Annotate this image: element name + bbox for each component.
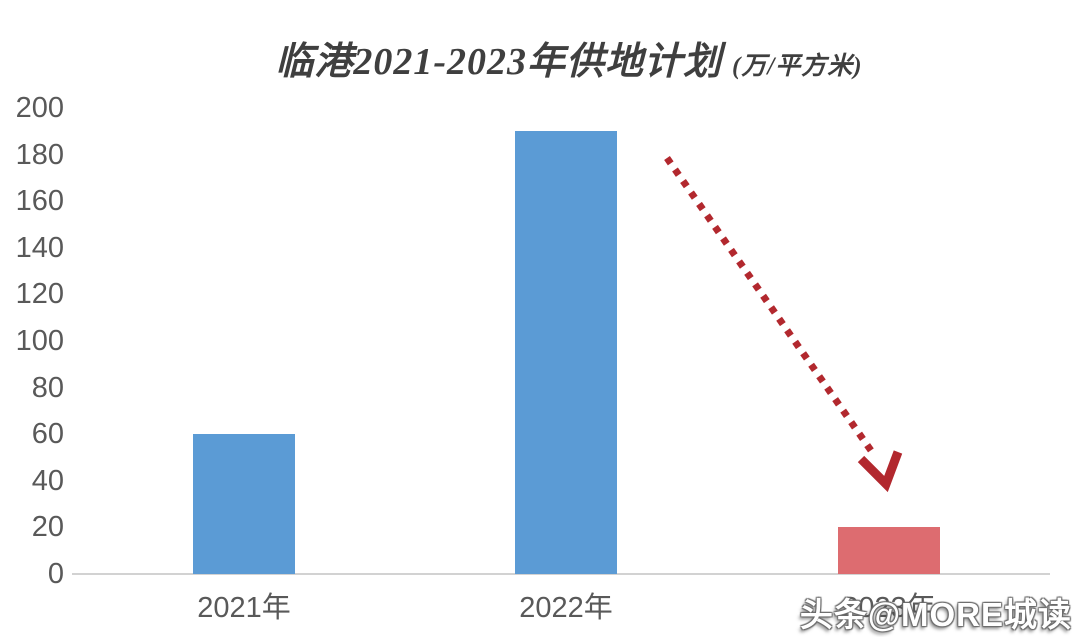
y-tick-180: 180 xyxy=(15,138,64,171)
x-label-2022年: 2022年 xyxy=(519,592,613,624)
y-tick-200: 200 xyxy=(15,92,64,124)
y-tick-80: 80 xyxy=(31,371,64,404)
x-label-2021年: 2021年 xyxy=(197,592,291,624)
x-axis-line xyxy=(72,573,1050,575)
chart-title-text: 临港2021-2023年供地计划 xyxy=(275,41,723,83)
y-tick-20: 20 xyxy=(31,511,64,544)
bar-2023年 xyxy=(838,527,940,574)
watermark: 头条@MORE城读 xyxy=(799,596,1072,633)
y-tick-0: 0 xyxy=(47,558,64,590)
chart-title-unit: (万/平方米) xyxy=(732,53,863,80)
bar-2022年 xyxy=(515,131,617,574)
y-tick-40: 40 xyxy=(31,464,64,497)
y-tick-140: 140 xyxy=(15,231,64,264)
y-tick-100: 100 xyxy=(15,325,64,357)
y-tick-120: 120 xyxy=(15,278,64,311)
y-tick-60: 60 xyxy=(31,418,64,451)
bar-2021年 xyxy=(193,434,295,574)
chart-title: 临港2021-2023年供地计划 (万/平方米) xyxy=(275,30,862,85)
x-label-2023年: 2023年 xyxy=(842,592,936,624)
y-tick-160: 160 xyxy=(15,185,64,218)
